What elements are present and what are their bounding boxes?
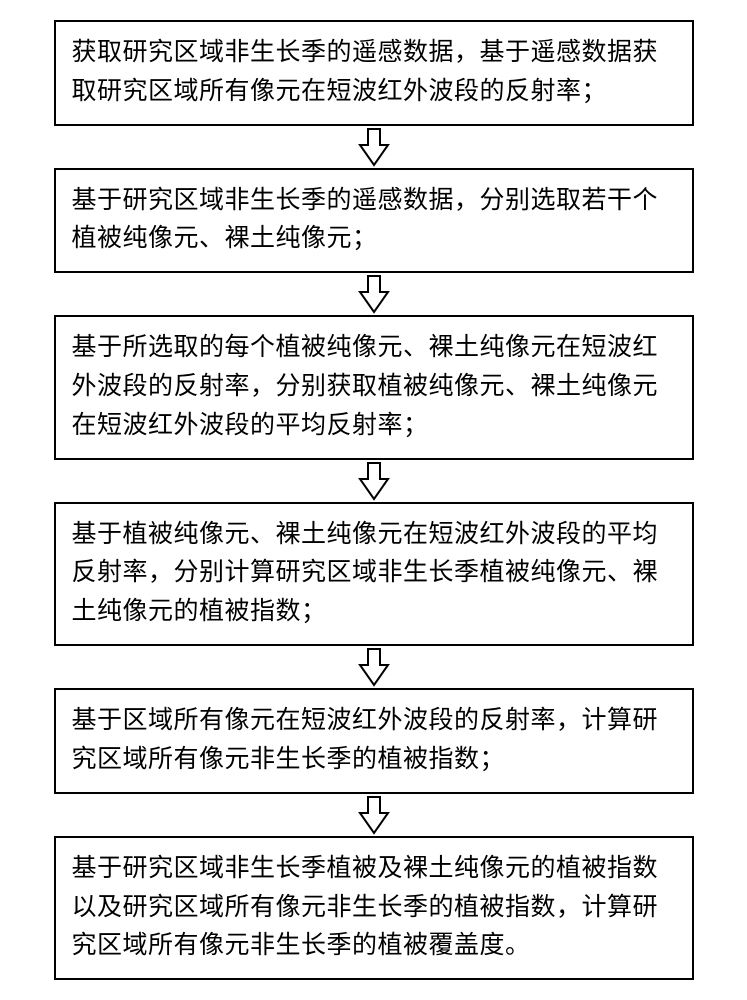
- flow-step-4: 基于植被纯像元、裸土纯像元在短波红外波段的平均反射率，分别计算研究区域非生长季植…: [54, 502, 694, 646]
- flow-step-6: 基于研究区域非生长季植被及裸土纯像元的植被指数以及研究区域所有像元非生长季的植被…: [54, 836, 694, 980]
- flow-step-2-text: 基于研究区域非生长季的遥感数据，分别选取若干个植被纯像元、裸土纯像元；: [72, 182, 676, 260]
- flow-step-5: 基于区域所有像元在短波红外波段的反射率，计算研究区域所有像元非生长季的植被指数；: [54, 688, 694, 794]
- flow-step-6-text: 基于研究区域非生长季植被及裸土纯像元的植被指数以及研究区域所有像元非生长季的植被…: [72, 850, 676, 966]
- down-arrow-icon: [356, 127, 392, 167]
- flow-step-5-text: 基于区域所有像元在短波红外波段的反射率，计算研究区域所有像元非生长季的植被指数；: [72, 702, 676, 780]
- flow-step-3-text: 基于所选取的每个植被纯像元、裸土纯像元在短波红外波段的反射率，分别获取植被纯像元…: [72, 329, 676, 445]
- flow-step-2: 基于研究区域非生长季的遥感数据，分别选取若干个植被纯像元、裸土纯像元；: [54, 168, 694, 274]
- flow-step-1: 获取研究区域非生长季的遥感数据，基于遥感数据获取研究区域所有像元在短波红外波段的…: [54, 20, 694, 126]
- down-arrow-icon: [356, 461, 392, 501]
- down-arrow-icon: [356, 647, 392, 687]
- arrow-5: [30, 794, 717, 836]
- flowchart-container: 获取研究区域非生长季的遥感数据，基于遥感数据获取研究区域所有像元在短波红外波段的…: [0, 0, 747, 1000]
- flow-step-1-text: 获取研究区域非生长季的遥感数据，基于遥感数据获取研究区域所有像元在短波红外波段的…: [72, 34, 676, 112]
- arrow-4: [30, 646, 717, 688]
- flow-step-3: 基于所选取的每个植被纯像元、裸土纯像元在短波红外波段的反射率，分别获取植被纯像元…: [54, 315, 694, 459]
- arrow-2: [30, 273, 717, 315]
- flow-step-4-text: 基于植被纯像元、裸土纯像元在短波红外波段的平均反射率，分别计算研究区域非生长季植…: [72, 516, 676, 632]
- down-arrow-icon: [356, 795, 392, 835]
- arrow-1: [30, 126, 717, 168]
- arrow-3: [30, 460, 717, 502]
- down-arrow-icon: [356, 274, 392, 314]
